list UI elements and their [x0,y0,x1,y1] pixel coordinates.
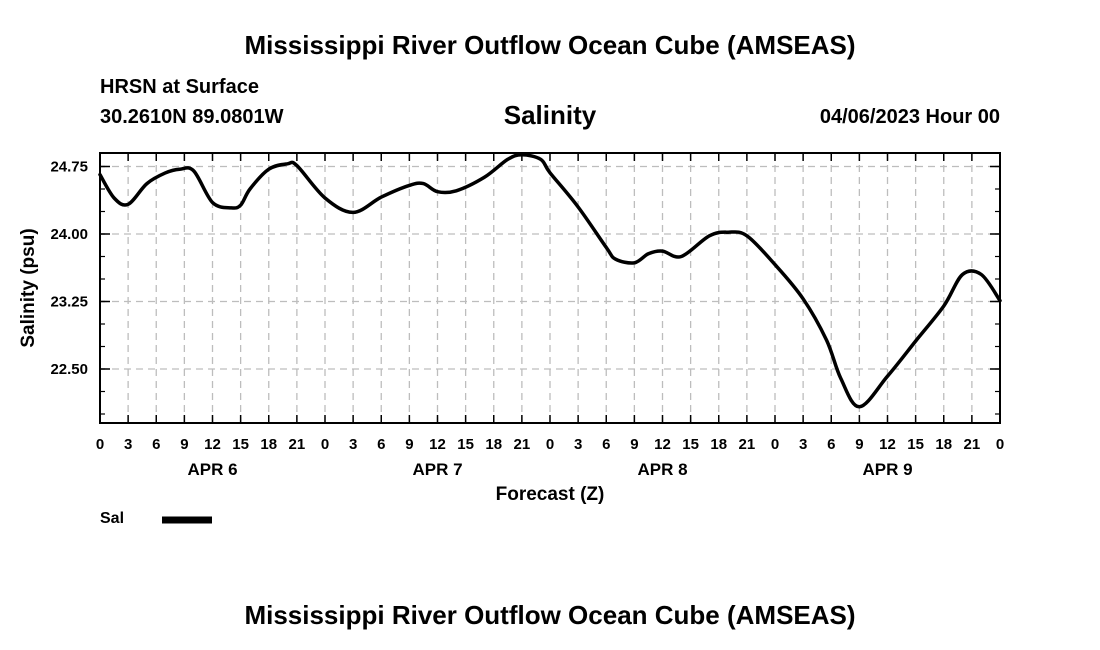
x-tick-labels: 0 3 6 9 12 15 18 21 0 3 6 9 12 15 18 21 0 3 6 9 12 15 18 21 0 3 6 9… [96,436,1004,453]
x-tick-label: 18 [935,436,952,453]
x-tick-label: 3 [799,436,807,453]
day-label: APR 8 [637,460,687,479]
x-tick-label: 12 [654,436,671,453]
x-tick-label: 12 [204,436,221,453]
x-tick-label: 15 [232,436,249,453]
x-tick-label: 6 [602,436,610,453]
x-tick-label: 0 [996,436,1004,453]
x-tick-label: 18 [260,436,277,453]
day-label: APR 9 [862,460,912,479]
day-label: APR 7 [412,460,462,479]
station-label: HRSN at Surface [100,76,259,98]
y-axis-label: Salinity (psu) [18,228,39,347]
location-coordinates: 30.2610N 89.0801W [100,106,284,128]
x-tick-label: 15 [682,436,699,453]
x-tick-label: 9 [630,436,638,453]
x-axis-label: Forecast (Z) [496,484,605,505]
forecast-datetime: 04/06/2023 Hour 00 [819,106,1000,128]
x-tick-label: 0 [771,436,779,453]
x-tick-label: 3 [124,436,132,453]
chart-title: Salinity [503,100,597,130]
x-tick-label: 3 [349,436,357,453]
x-tick-label: 3 [574,436,582,453]
x-tick-label: 12 [879,436,896,453]
day-labels: APR 6 APR 7 APR 8 APR 9 [187,460,912,479]
y-tick-label: 23.25 [50,294,88,311]
x-tick-label: 6 [377,436,385,453]
bottom-title: Mississippi River Outflow Ocean Cube (AM… [244,600,856,630]
y-tick-label: 24.00 [50,226,88,243]
y-tick-labels: 24.75 24.00 23.25 22.50 [50,159,88,379]
x-tick-label: 21 [514,436,531,453]
salinity-series-line [98,153,1002,409]
x-tick-label: 21 [739,436,756,453]
x-tick-label: 6 [152,436,160,453]
x-tick-label: 21 [289,436,306,453]
day-label: APR 6 [187,460,237,479]
x-tick-label: 6 [827,436,835,453]
y-tick-label: 22.50 [50,361,88,378]
plot-frame [99,152,1001,424]
main-title: Mississippi River Outflow Ocean Cube (AM… [244,30,856,60]
y-tick-label: 24.75 [50,159,88,176]
x-tick-label: 18 [710,436,727,453]
x-tick-label: 15 [907,436,924,453]
x-tick-label: 21 [964,436,981,453]
x-tick-label: 0 [96,436,104,453]
x-tick-label: 0 [321,436,329,453]
chart-grid [100,153,1000,423]
x-tick-label: 9 [405,436,413,453]
x-tick-label: 15 [457,436,474,453]
x-tick-label: 18 [485,436,502,453]
x-tick-label: 0 [546,436,554,453]
x-tick-label: 9 [855,436,863,453]
x-tick-label: 9 [180,436,188,453]
legend-label: Sal [100,510,125,527]
x-tick-label: 12 [429,436,446,453]
